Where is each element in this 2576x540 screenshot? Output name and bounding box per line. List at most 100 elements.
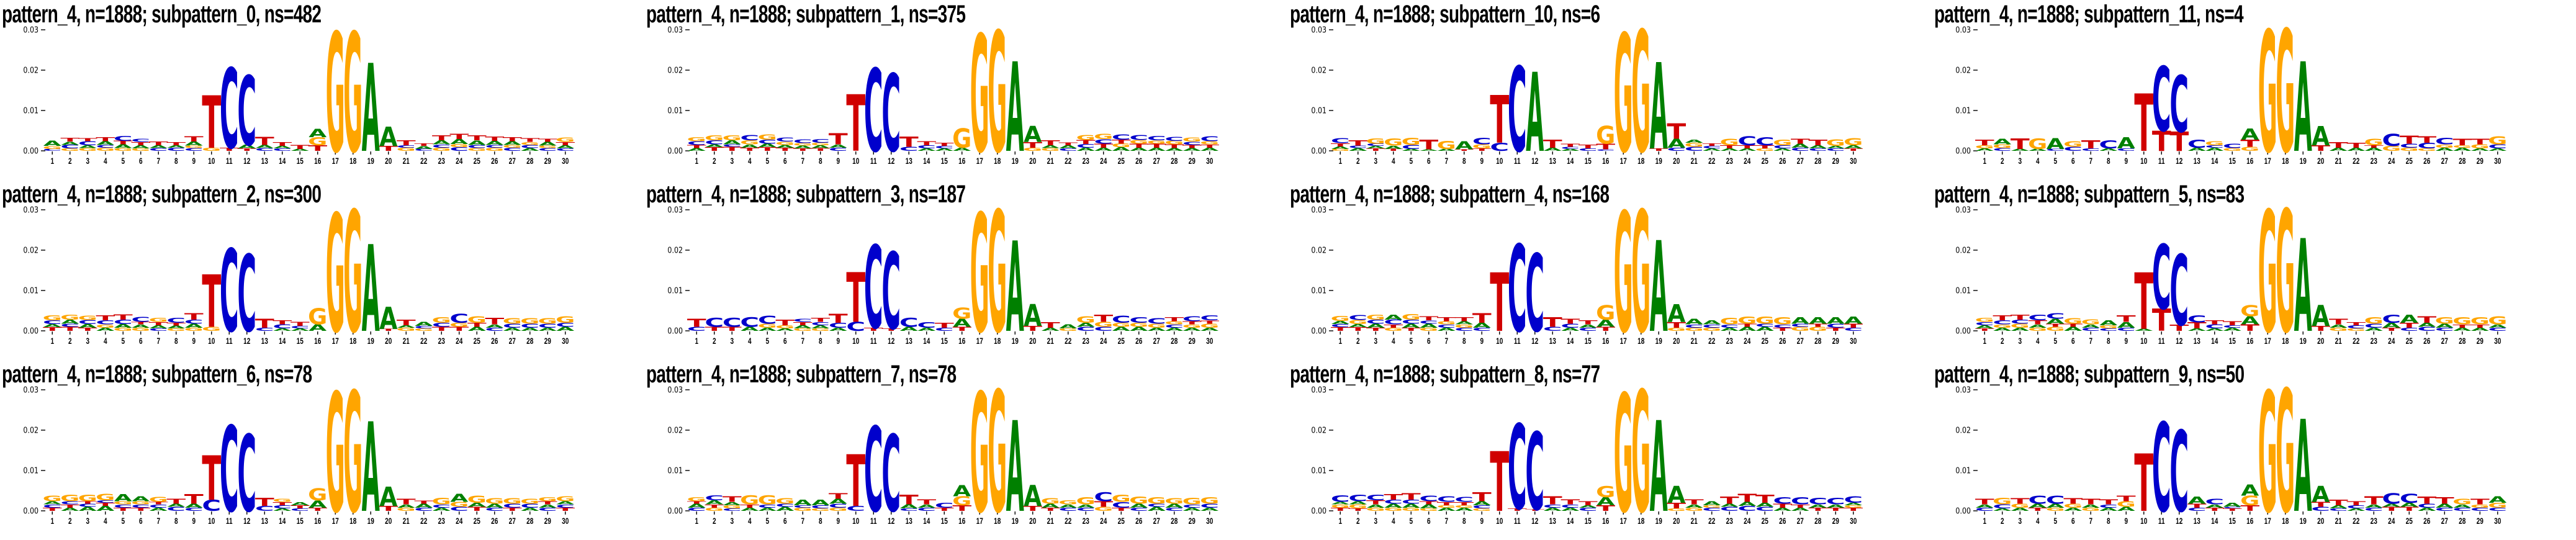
x-axis-tick-label: 15 (297, 516, 304, 526)
logo-letter-C: C (740, 315, 759, 330)
logo-letter-A: A (1827, 315, 1845, 326)
x-axis-tick-label: 16 (1602, 516, 1609, 526)
logo-letter-C: C (1129, 134, 1148, 142)
x-axis-tick-label: 13 (1549, 336, 1556, 346)
logo-letter-A: A (741, 507, 759, 512)
logo-letter-C: C (1331, 323, 1350, 328)
logo-panel-subpattern_7: pattern_4, n=1888; subpattern_7, ns=78 0.… (644, 360, 1289, 540)
logo-letter-C: C (1366, 493, 1385, 503)
x-axis-tick-label: 10 (1496, 156, 1503, 166)
logo-letter-T: T (467, 506, 487, 512)
logo-letter-G: G (1164, 140, 1184, 146)
logo-letter-C: C (272, 323, 292, 330)
x-axis-tick-label: 20 (1029, 516, 1036, 526)
y-axis-tick-label: 0.00 (23, 506, 38, 516)
logo-letter-G: G (96, 492, 115, 503)
logo-letter-T: T (1182, 144, 1202, 149)
x-axis-tick-label: 2 (2001, 156, 2004, 166)
logo-letter-A: A (1349, 323, 1367, 328)
logo-letter-T: T (1419, 137, 1438, 153)
x-axis-tick-label: 28 (2459, 336, 2466, 346)
logo-letter-A: A (1420, 149, 1438, 151)
logo-letter-A: A (935, 148, 953, 151)
logo-letter-A: A (917, 148, 935, 151)
logo-letter-T: T (432, 326, 452, 332)
x-axis-tick-label: 30 (1206, 336, 1213, 346)
x-axis-tick-label: 18 (349, 156, 356, 166)
x-axis-tick-label: 10 (208, 156, 215, 166)
x-axis-tick-label: 29 (544, 516, 551, 526)
logo-letter-C: C (60, 323, 79, 328)
logo-letter-C: C (1578, 507, 1598, 512)
logo-letter-G: G (2452, 315, 2472, 327)
logo-letter-T: T (1348, 139, 1368, 148)
x-axis-tick-label: 4 (2036, 156, 2040, 166)
x-axis-tick-label: 27 (2441, 156, 2448, 166)
x-axis-tick-label: 7 (156, 336, 160, 346)
logo-letter-A: A (96, 505, 115, 513)
x-axis-tick-label: 22 (1708, 156, 1715, 166)
logo-letter-C: C (2046, 148, 2065, 151)
x-axis-tick-label: 19 (367, 156, 374, 166)
logo-letter-A: A (2117, 134, 2135, 153)
logo-letter-A: A (1685, 317, 1704, 326)
logo-letter-A: A (1993, 508, 2011, 511)
logo-letter-T: T (1023, 140, 1042, 150)
logo-letter-G: G (1631, 0, 1651, 180)
logo-letter-G: G (2276, 0, 2295, 180)
logo-letter-T: T (1041, 320, 1060, 330)
logo-letter-C: C (811, 505, 830, 510)
logo-letter-A: A (291, 328, 309, 331)
x-axis-tick-label: 20 (2317, 516, 2324, 526)
x-axis-tick-label: 15 (941, 156, 948, 166)
logo-letter-A: A (114, 492, 133, 503)
logo-letter-A: A (776, 506, 794, 512)
logo-letter-A: A (1685, 503, 1703, 508)
logo-letter-A: A (2294, 212, 2312, 360)
logo-letter-T: T (1667, 320, 1686, 330)
x-axis-tick-label: 2 (713, 336, 716, 346)
y-axis-tick-label: 0.03 (1955, 205, 1971, 215)
x-axis-tick-label: 8 (1462, 156, 1466, 166)
logo-letter-G: G (520, 317, 539, 326)
x-axis-tick-label: 28 (1814, 156, 1821, 166)
logo-letter-T: T (2364, 145, 2384, 148)
logo-letter-G: G (131, 327, 150, 332)
logo-letter-G: G (970, 181, 989, 360)
logo-letter-G: G (308, 304, 327, 330)
y-axis-tick-label: 0.02 (667, 426, 683, 435)
logo-letter-A: A (2117, 320, 2136, 330)
x-axis-tick-label: 19 (1012, 516, 1019, 526)
logo-letter-T: T (2223, 508, 2242, 511)
logo-letter-G: G (1826, 138, 1845, 148)
x-axis-tick-label: 5 (1409, 516, 1413, 526)
y-axis-tick-label: 0.03 (1311, 385, 1326, 395)
logo-letter-C: C (2223, 143, 2242, 150)
logo-letter-G: G (343, 180, 363, 360)
logo-letter-T: T (43, 326, 62, 332)
logo-letter-C: C (2205, 497, 2224, 506)
logo-letter-G: G (988, 0, 1007, 180)
logo-letter-T: T (1737, 323, 1757, 328)
logo-letter-T: T (2452, 137, 2472, 148)
logo-letter-C: C (881, 53, 901, 176)
y-axis-tick-label: 0.03 (23, 25, 38, 35)
logo-letter-G: G (1773, 315, 1792, 327)
logo-letter-T: T (131, 141, 150, 146)
logo-letter-G: G (114, 148, 133, 152)
logo-letter-T: T (272, 501, 292, 506)
logo-letter-T: T (1737, 492, 1757, 505)
logo-letter-T: T (1596, 326, 1616, 332)
x-axis-tick-label: 8 (2107, 516, 2110, 526)
logo-letter-T: T (556, 141, 575, 146)
logo-letter-A: A (1809, 145, 1827, 150)
logo-letter-C: C (114, 503, 133, 508)
logo-letter-A: A (362, 397, 380, 540)
logo-letter-A: A (2241, 481, 2259, 500)
logo-letter-A: A (1059, 145, 1077, 150)
logo-letter-C: C (1348, 493, 1367, 503)
logo-letter-T: T (1384, 148, 1403, 151)
logo-letter-C: C (432, 143, 451, 148)
x-axis-tick-label: 10 (2140, 156, 2147, 166)
